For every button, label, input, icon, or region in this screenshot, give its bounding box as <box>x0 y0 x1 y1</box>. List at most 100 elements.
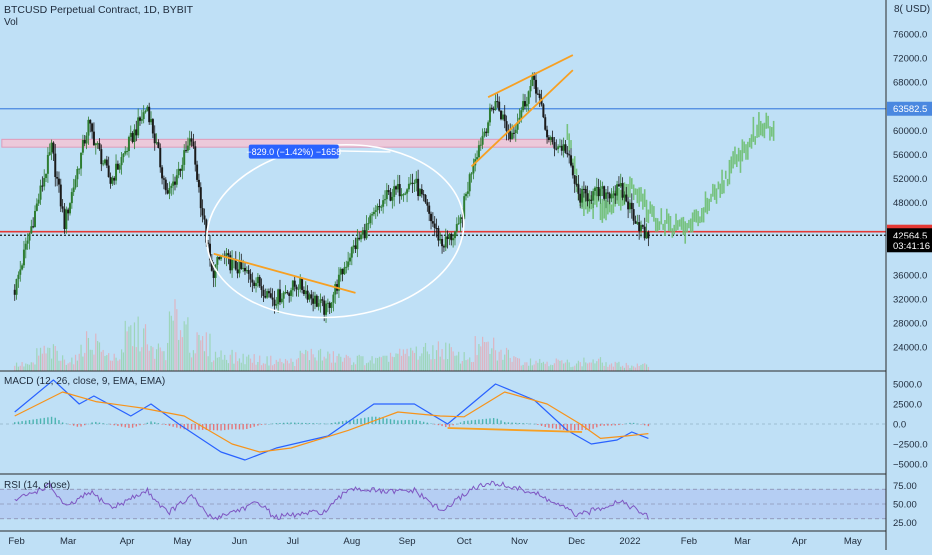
candle-body <box>39 185 42 200</box>
macd-histogram-bar <box>400 420 403 424</box>
price-tick-label: 72000.0 <box>893 54 927 65</box>
volume-bar <box>505 347 508 371</box>
volume-bar <box>323 356 325 371</box>
macd-histogram-bar <box>629 422 631 424</box>
macd-histogram-bar <box>323 423 325 425</box>
candle-body <box>293 280 296 287</box>
volume-bar <box>642 363 644 371</box>
volume-bar <box>631 365 633 371</box>
volume-bar <box>502 359 504 371</box>
candle-body <box>291 280 294 291</box>
volume-bar <box>555 358 557 371</box>
candle-body <box>124 151 127 154</box>
rsi-tick-label: 75.00 <box>893 481 917 492</box>
macd-histogram-bar <box>150 421 152 424</box>
volume-bar <box>432 345 434 371</box>
volume-bar <box>76 360 78 371</box>
volume-bar <box>303 354 305 371</box>
volume-bar <box>517 358 519 371</box>
candle-body <box>26 240 29 244</box>
volume-bar <box>609 364 611 371</box>
volume-bar <box>268 365 270 371</box>
macd-histogram-bar <box>268 424 270 425</box>
volume-bar <box>73 364 75 371</box>
volume-bar <box>424 342 427 371</box>
volume-bar <box>102 349 104 371</box>
macd-histogram-bar <box>570 424 572 431</box>
macd-histogram-bar <box>551 424 554 429</box>
macd-histogram-bar <box>481 419 484 424</box>
macd-histogram-bar <box>625 423 627 425</box>
candle-body <box>247 270 250 274</box>
resistance-tag <box>887 101 932 116</box>
volume-bar <box>308 360 311 371</box>
macd-histogram-bar <box>220 424 222 431</box>
volume-bar <box>148 350 150 371</box>
volume-bar <box>469 357 471 371</box>
volume-bar <box>603 365 605 371</box>
candle-body <box>339 268 342 275</box>
macd-histogram-bar <box>548 424 550 428</box>
volume-bar <box>196 332 198 371</box>
macd-histogram-bar <box>537 424 539 425</box>
candle-body <box>256 276 259 284</box>
volume-bar <box>393 357 395 371</box>
volume-bar <box>220 350 222 371</box>
candle-body <box>422 194 425 196</box>
macd-histogram-bar <box>393 419 395 424</box>
candle-body <box>575 183 578 185</box>
volume-bar <box>452 351 454 371</box>
volume-bar <box>574 365 576 371</box>
volume-bar <box>384 355 386 371</box>
volume-bar <box>297 358 300 371</box>
time-tick-label: Dec <box>568 536 585 547</box>
candle-body <box>304 290 307 295</box>
candle-body <box>610 194 613 199</box>
volume-bar <box>461 361 463 371</box>
volume-bar <box>257 361 259 371</box>
volume-bar <box>332 351 335 371</box>
candle-body <box>231 259 234 271</box>
time-tick-label: May <box>844 536 862 547</box>
macd-histogram-bar <box>279 422 281 424</box>
candle-body <box>284 292 287 294</box>
volume-bar <box>388 361 390 371</box>
volume-bar <box>470 362 473 371</box>
macd-histogram-bar <box>341 421 344 424</box>
candle-body <box>420 189 423 195</box>
macd-histogram-bar <box>249 424 252 428</box>
macd-histogram-bar <box>356 418 359 424</box>
volume-bar <box>288 363 290 371</box>
volume-bar <box>515 357 517 371</box>
volume-bar <box>310 348 312 371</box>
volume-bar <box>240 362 242 371</box>
macd-line <box>14 379 649 461</box>
time-tick-label: Apr <box>120 536 135 547</box>
candle-body <box>212 270 215 278</box>
volume-bar <box>410 347 412 371</box>
macd-histogram-bar <box>467 420 469 424</box>
volume-bar <box>38 355 40 371</box>
candle-body <box>19 269 22 275</box>
candle-body <box>83 139 86 144</box>
macd-histogram-bar <box>139 424 141 426</box>
time-axis: Feb Mar Apr May Jun Jul Aug Sep Oct Nov Dec 2022 Feb… <box>8 536 862 547</box>
candle-body <box>216 257 219 265</box>
volume-bar <box>397 353 399 371</box>
macd-histogram-bar <box>227 424 230 430</box>
candle-body <box>35 203 38 211</box>
price-tick-label: 60000.0 <box>893 126 927 137</box>
macd-histogram-bar <box>109 424 112 425</box>
candle-body <box>387 190 390 193</box>
macd-histogram-bar <box>312 423 314 424</box>
candle-body <box>264 295 267 298</box>
volume-bar <box>581 366 583 371</box>
volume-bar <box>146 344 148 371</box>
volume-bar <box>60 360 62 371</box>
volume-bar <box>561 360 563 371</box>
volume-bar <box>65 364 67 371</box>
candle-body <box>321 299 324 301</box>
volume-bar <box>548 366 550 371</box>
candle-body <box>275 304 278 306</box>
